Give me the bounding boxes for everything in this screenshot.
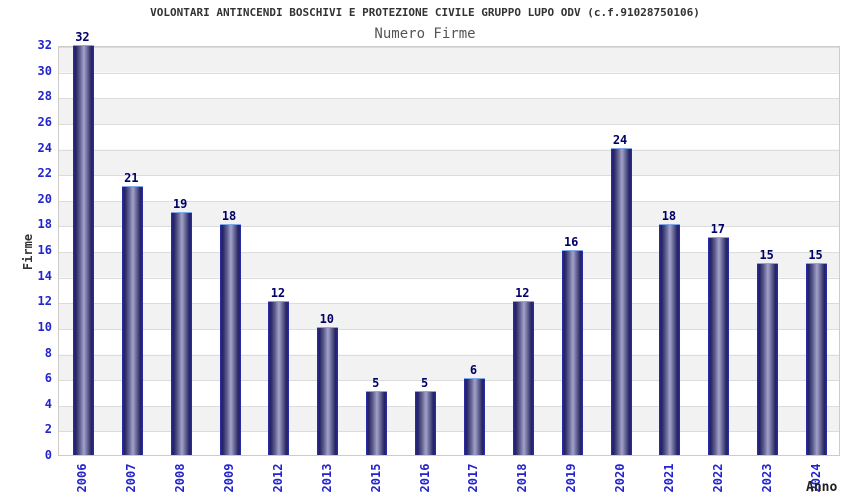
x-tick-label: 2008 bbox=[173, 463, 188, 493]
gridline bbox=[59, 252, 839, 253]
gridline bbox=[59, 328, 839, 330]
bar bbox=[366, 390, 388, 455]
bar bbox=[72, 45, 94, 455]
bar-value-label: 6 bbox=[469, 363, 478, 378]
bar bbox=[268, 301, 290, 455]
y-tick-label: 32 bbox=[37, 38, 52, 52]
gridline bbox=[59, 226, 839, 228]
x-tick-label: 2007 bbox=[124, 463, 139, 493]
bar bbox=[659, 224, 681, 455]
y-tick-label: 12 bbox=[37, 294, 52, 309]
y-tick-label: 0 bbox=[44, 448, 52, 462]
gridline bbox=[59, 149, 839, 151]
gridline bbox=[59, 47, 839, 48]
bar-value-label: 21 bbox=[124, 170, 139, 185]
x-tick-label: 2021 bbox=[661, 463, 676, 493]
bar bbox=[170, 211, 192, 455]
x-tick-label: 2022 bbox=[710, 463, 725, 493]
y-tick-label: 30 bbox=[37, 63, 52, 78]
chart-title: VOLONTARI ANTINCENDI BOSCHIVI E PROTEZIO… bbox=[150, 6, 700, 19]
gridline bbox=[59, 72, 839, 74]
y-tick-label: 20 bbox=[37, 191, 52, 206]
y-tick-label: 26 bbox=[37, 114, 52, 129]
gridline bbox=[59, 123, 839, 125]
x-tick-label: 2013 bbox=[319, 463, 334, 493]
x-tick-label: 2017 bbox=[466, 463, 481, 493]
bar bbox=[219, 224, 241, 455]
y-tick-label: 16 bbox=[37, 243, 52, 257]
x-tick-label: 2018 bbox=[515, 463, 530, 493]
x-tick-label: 2016 bbox=[417, 463, 432, 493]
bar-value-label: 19 bbox=[172, 196, 188, 211]
y-tick-label: 4 bbox=[44, 396, 52, 411]
y-tick-label: 28 bbox=[37, 89, 52, 104]
x-tick-label: 2023 bbox=[759, 463, 774, 493]
bar bbox=[610, 147, 632, 455]
y-tick-label: 14 bbox=[37, 268, 52, 283]
y-tick-label: 18 bbox=[37, 217, 52, 232]
bar-value-label: 12 bbox=[515, 286, 530, 301]
plot-area bbox=[58, 45, 840, 456]
gridline bbox=[59, 354, 839, 356]
bar bbox=[121, 185, 143, 455]
bar bbox=[708, 237, 730, 455]
x-tick-label: 2019 bbox=[564, 463, 579, 493]
gridline bbox=[59, 405, 839, 407]
y-tick-label: 8 bbox=[44, 345, 52, 360]
x-tick-label: 2020 bbox=[613, 463, 628, 493]
gridline bbox=[59, 303, 839, 305]
bar bbox=[415, 390, 437, 455]
x-tick-label: 2006 bbox=[75, 463, 90, 493]
x-axis-title: Anno bbox=[806, 480, 838, 495]
bar bbox=[463, 378, 485, 455]
y-tick-label: 10 bbox=[37, 319, 52, 334]
bar-value-label: 5 bbox=[372, 375, 380, 390]
bar-value-label: 32 bbox=[75, 30, 90, 44]
y-tick-label: 2 bbox=[44, 422, 52, 437]
x-tick-label: 2012 bbox=[270, 463, 285, 493]
chart-subtitle: Numero Firme bbox=[374, 26, 476, 42]
bar bbox=[317, 326, 339, 455]
bar-value-label: 5 bbox=[420, 375, 429, 390]
bar bbox=[561, 250, 583, 455]
bar-value-label: 18 bbox=[661, 209, 677, 224]
bar bbox=[757, 262, 779, 455]
bar-value-label: 15 bbox=[808, 247, 823, 262]
gridline bbox=[59, 200, 839, 202]
bar-value-label: 15 bbox=[759, 247, 774, 262]
bar bbox=[512, 301, 534, 455]
y-tick-label: 24 bbox=[37, 140, 52, 155]
bar-value-label: 18 bbox=[221, 209, 237, 224]
x-tick-label: 2015 bbox=[368, 463, 383, 493]
y-axis-title: Firme bbox=[21, 233, 35, 271]
gridline bbox=[59, 98, 839, 100]
bar-value-label: 16 bbox=[563, 235, 579, 249]
gridline bbox=[59, 380, 839, 382]
bar-value-label: 10 bbox=[319, 311, 335, 326]
gridline bbox=[59, 277, 839, 279]
bar bbox=[806, 262, 828, 455]
y-tick-label: 6 bbox=[44, 371, 52, 386]
gridline bbox=[59, 431, 839, 433]
x-tick-label: 2009 bbox=[222, 463, 237, 493]
bar-value-label: 24 bbox=[612, 132, 628, 147]
gridline bbox=[59, 175, 839, 177]
y-tick-label: 22 bbox=[37, 166, 52, 181]
bar-value-label: 12 bbox=[270, 286, 286, 301]
bar-value-label: 17 bbox=[710, 222, 726, 237]
